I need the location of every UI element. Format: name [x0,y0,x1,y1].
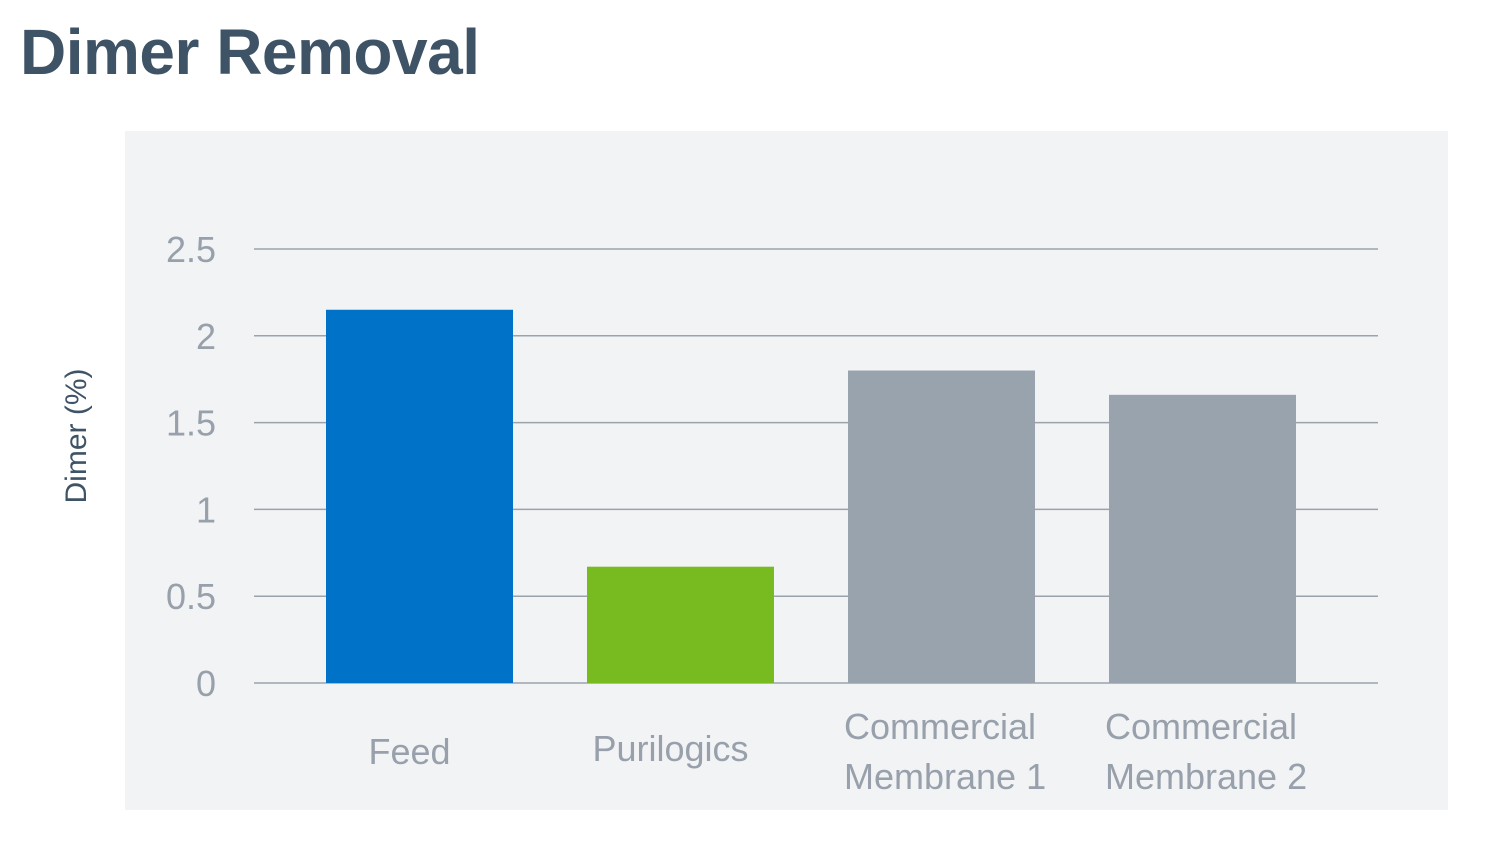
category-label: Commercial Membrane 2 [1105,706,1307,797]
bars [326,309,1296,683]
y-tick-labels: 0 0.5 1 1.5 2 2.5 [166,229,216,704]
category-label-line: Purilogics [592,728,748,769]
category-label: Purilogics [592,728,748,769]
category-label-line: Commercial [1105,706,1297,747]
y-tick-label: 2.5 [166,229,216,270]
bar [587,566,774,683]
bar [848,370,1035,683]
category-label-line: Membrane 2 [1105,756,1307,797]
y-tick-label: 0 [196,663,216,704]
y-tick-label: 1.5 [166,403,216,444]
y-axis-title: Dimer (%) [60,369,93,504]
y-tick-label: 0.5 [166,576,216,617]
bar [326,309,513,683]
category-label-line: Feed [368,731,450,772]
page-title: Dimer Removal [20,16,480,88]
y-tick-label: 2 [196,316,216,357]
category-label-line: Commercial [844,706,1036,747]
bar [1109,394,1296,683]
category-label-line: Membrane 1 [844,756,1046,797]
y-tick-label: 1 [196,489,216,530]
category-label: Feed [368,731,450,772]
category-label: Commercial Membrane 1 [844,706,1046,797]
